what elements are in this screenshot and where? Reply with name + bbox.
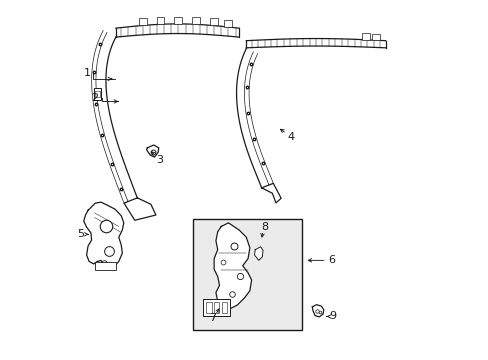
Bar — [214, 302, 219, 313]
Polygon shape — [83, 202, 123, 269]
Bar — [206, 302, 211, 313]
Bar — [203, 298, 230, 316]
Polygon shape — [312, 305, 323, 317]
Text: 1: 1 — [83, 68, 91, 78]
Bar — [372, 34, 379, 40]
Bar — [224, 20, 232, 27]
Text: 5: 5 — [77, 229, 84, 239]
Text: 4: 4 — [287, 132, 294, 142]
Polygon shape — [124, 198, 156, 220]
Text: 3: 3 — [156, 155, 163, 165]
Text: 7: 7 — [208, 313, 216, 323]
Bar — [174, 17, 182, 24]
Bar — [139, 18, 146, 26]
Bar — [192, 219, 301, 330]
Bar — [210, 18, 218, 26]
Bar — [362, 33, 369, 40]
Text: 9: 9 — [329, 311, 336, 321]
Bar — [222, 302, 227, 313]
Polygon shape — [236, 49, 273, 188]
Bar — [95, 91, 100, 98]
Polygon shape — [214, 223, 251, 309]
Text: 6: 6 — [328, 255, 335, 265]
Bar — [156, 17, 164, 24]
Polygon shape — [91, 31, 137, 203]
Bar — [94, 88, 101, 100]
Polygon shape — [261, 183, 281, 203]
Polygon shape — [146, 145, 159, 157]
Bar — [95, 262, 116, 270]
Polygon shape — [254, 247, 263, 260]
Bar — [192, 17, 200, 24]
Text: 8: 8 — [261, 222, 268, 232]
Text: 2: 2 — [91, 93, 99, 103]
